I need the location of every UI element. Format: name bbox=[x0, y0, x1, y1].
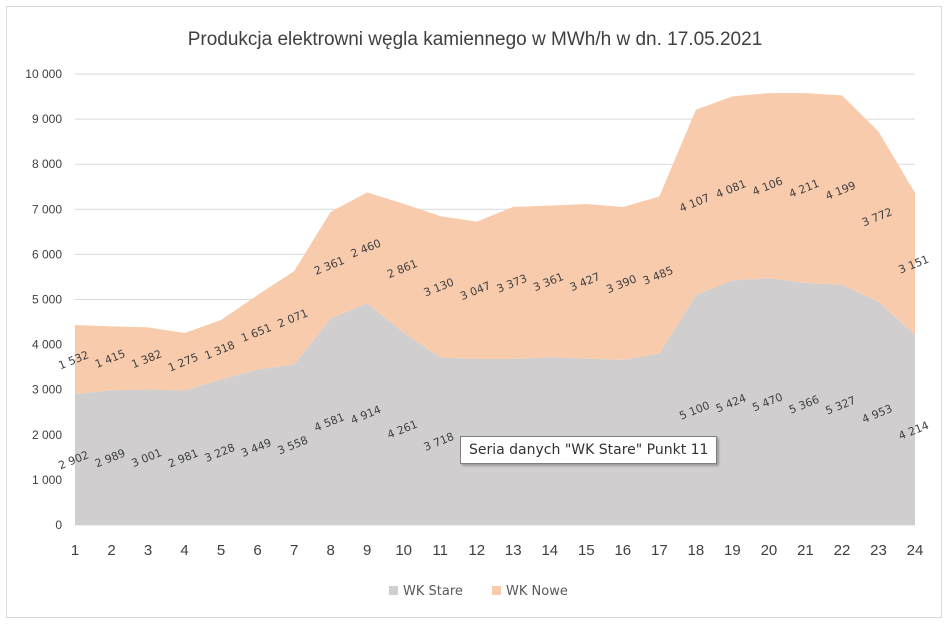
x-tick-label: 15 bbox=[578, 542, 595, 559]
y-tick-label: 10 000 bbox=[25, 67, 62, 81]
y-tick-label: 2 000 bbox=[32, 428, 62, 442]
legend: WK Stare WK Nowe bbox=[389, 584, 568, 599]
x-tick-label: 16 bbox=[614, 542, 631, 559]
legend-label: WK Stare bbox=[403, 584, 463, 599]
y-tick-label: 4 000 bbox=[32, 338, 62, 352]
x-tick-label: 7 bbox=[290, 542, 298, 559]
x-tick-label: 4 bbox=[180, 542, 188, 559]
y-tick-label: 8 000 bbox=[32, 157, 62, 171]
y-tick-label: 9 000 bbox=[32, 112, 62, 126]
x-tick-label: 3 bbox=[144, 542, 152, 559]
chart-svg: Produkcja elektrowni węgla kamiennego w … bbox=[25, 29, 930, 599]
y-tick-label: 0 bbox=[55, 518, 62, 532]
x-tick-label: 20 bbox=[761, 542, 778, 559]
y-tick-label: 5 000 bbox=[32, 293, 62, 307]
chart-frame: Produkcja elektrowni węgla kamiennego w … bbox=[6, 6, 942, 618]
x-tick-label: 14 bbox=[541, 542, 558, 559]
x-tick-label: 18 bbox=[688, 542, 705, 559]
x-tick-label: 9 bbox=[363, 542, 371, 559]
x-tick-label: 2 bbox=[107, 542, 115, 559]
area-series-wk-nowe bbox=[75, 93, 915, 395]
legend-label: WK Nowe bbox=[506, 584, 568, 599]
chart-title: Produkcja elektrowni węgla kamiennego w … bbox=[188, 29, 763, 50]
x-tick-label: 12 bbox=[468, 542, 485, 559]
x-tick-label: 6 bbox=[253, 542, 261, 559]
x-tick-label: 23 bbox=[870, 542, 887, 559]
data-point-tooltip: Seria danych "WK Stare" Punkt 11 bbox=[460, 436, 718, 464]
y-tick-label: 3 000 bbox=[32, 383, 62, 397]
x-tick-label: 19 bbox=[724, 542, 741, 559]
x-tick-label: 21 bbox=[797, 542, 814, 559]
y-tick-label: 7 000 bbox=[32, 202, 62, 216]
y-tick-label: 6 000 bbox=[32, 247, 62, 261]
x-tick-label: 17 bbox=[651, 542, 668, 559]
x-tick-label: 13 bbox=[505, 542, 522, 559]
x-tick-label: 24 bbox=[907, 542, 924, 559]
y-axis-ticks: 0 1 000 2 000 3 000 4 000 5 000 6 000 7 000 8 00… bbox=[25, 67, 62, 532]
x-tick-label: 22 bbox=[834, 542, 851, 559]
x-tick-label: 5 bbox=[217, 542, 225, 559]
x-tick-label: 10 bbox=[395, 542, 412, 559]
x-tick-label: 1 bbox=[71, 542, 79, 559]
x-axis-ticks: 1 2 3 4 5 6 7 8 9 10 11 12 13 14 15 16 17 18 19 20 21 22 23 24 bbox=[71, 542, 924, 559]
x-tick-label: 11 bbox=[432, 542, 448, 559]
x-tick-label: 8 bbox=[326, 542, 334, 559]
legend-swatch bbox=[492, 586, 501, 595]
legend-swatch bbox=[389, 586, 398, 595]
y-tick-label: 1 000 bbox=[32, 473, 62, 487]
